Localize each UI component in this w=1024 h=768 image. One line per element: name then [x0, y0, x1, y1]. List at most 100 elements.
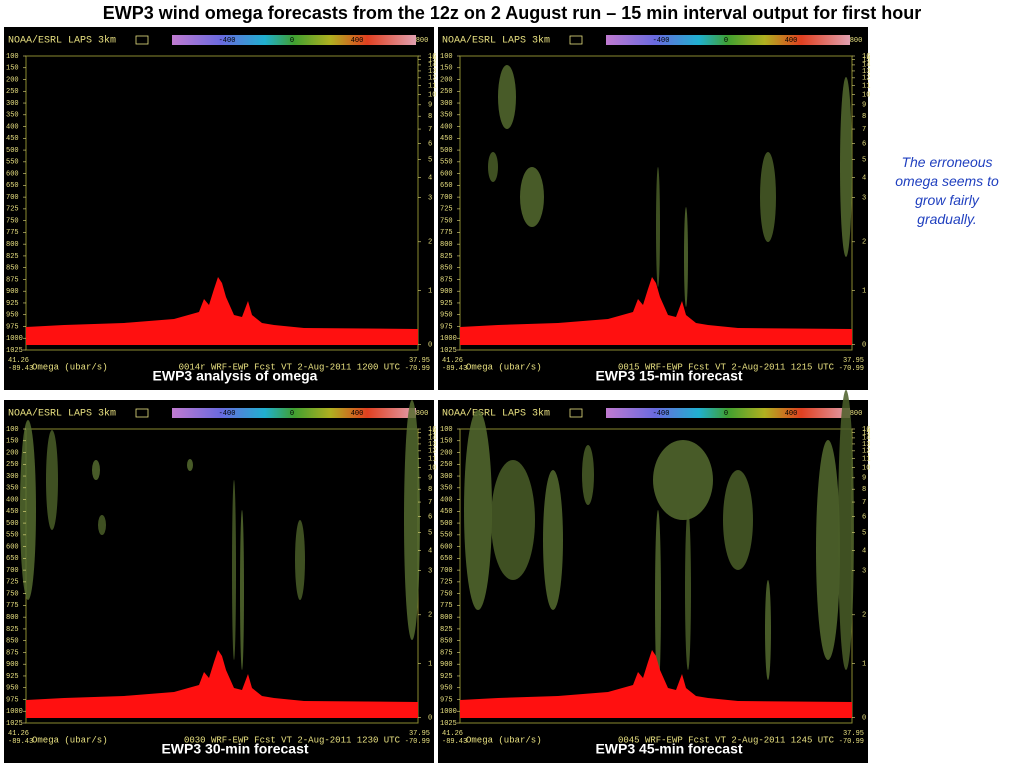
omega-plume: [187, 459, 193, 471]
omega-plume: [816, 440, 840, 660]
height-label: 16: [862, 53, 870, 61]
height-label: 11: [862, 83, 870, 91]
pressure-label: 800: [6, 614, 19, 622]
height-label: 3: [428, 567, 432, 575]
colorbar-label: -800: [588, 37, 605, 45]
panel: NOAA/ESRL LAPS 3km -800 -400 0 400 8001001502…: [438, 390, 870, 763]
variable: Omega (ubar/s): [466, 735, 542, 745]
pressure-label: 725: [440, 206, 453, 214]
height-label: 6: [428, 140, 432, 148]
pressure-label: 150: [440, 438, 453, 446]
colorbar-label: -400: [219, 37, 236, 45]
omega-plume: [491, 460, 535, 580]
pressure-label: 875: [440, 276, 453, 284]
omega-plume: [498, 65, 516, 129]
source-label: NOAA/ESRL LAPS 3km: [442, 408, 550, 420]
height-label: 15: [428, 57, 436, 65]
pressure-label: 750: [440, 217, 453, 225]
pressure-label: 450: [6, 508, 19, 516]
variable: Omega (ubar/s): [32, 735, 108, 745]
colorbar-label: 0: [724, 37, 728, 45]
lat: 41.26: [442, 357, 463, 365]
height-label: 6: [862, 513, 866, 521]
pressure-label: 550: [6, 532, 19, 540]
pressure-label: 500: [440, 147, 453, 155]
source-label: NOAA/ESRL LAPS 3km: [8, 408, 116, 420]
height-label: 16: [428, 426, 436, 434]
colorbar-swatch: [135, 35, 149, 45]
height-label: 8: [428, 486, 432, 494]
pressure-label: 850: [6, 265, 19, 273]
pressure-label: 775: [6, 602, 19, 610]
pressure-label: 250: [440, 461, 453, 469]
pressure-label: 975: [440, 696, 453, 704]
panel-caption: EWP3 45-min forecast: [595, 741, 742, 757]
panel: NOAA/ESRL LAPS 3km -800 -400 0 400 8001001502…: [438, 27, 870, 390]
pressure-label: 900: [440, 288, 453, 296]
pressure-label: 825: [440, 253, 453, 261]
lon: -89.43: [442, 365, 467, 373]
pressure-label: 400: [440, 123, 453, 131]
colorbar-swatch: [569, 408, 583, 418]
height-label: 3: [428, 194, 432, 202]
panel-caption: EWP3 15-min forecast: [595, 368, 742, 384]
lat: 41.26: [8, 357, 29, 365]
pressure-label: 100: [440, 53, 453, 61]
pressure-label: 350: [440, 112, 453, 120]
pressure-label: 800: [6, 241, 19, 249]
pressure-label: 900: [6, 288, 19, 296]
height-label: 9: [862, 475, 866, 483]
lon: -89.43: [8, 738, 33, 746]
pressure-label: 300: [440, 473, 453, 481]
height-label: 14: [862, 62, 870, 70]
run-label: 0045 WRF-EWP Fcst VT 2-Aug-2011 1245 UTC: [618, 735, 835, 745]
height-label: 12: [862, 448, 870, 456]
pressure-label: 1025: [440, 347, 457, 355]
omega-plume: [723, 470, 753, 570]
pressure-label: 1025: [440, 720, 457, 728]
pressure-label: 150: [440, 65, 453, 73]
height-label: 2: [428, 612, 432, 620]
pressure-label: 925: [440, 300, 453, 308]
omega-plume: [760, 152, 776, 242]
height-label: 10: [862, 92, 870, 100]
height-label: 5: [862, 529, 866, 537]
pressure-label: 775: [440, 602, 453, 610]
lat: 37.95: [843, 730, 864, 738]
height-label: 8: [428, 113, 432, 121]
pressure-label: 825: [440, 626, 453, 634]
lon: -89.43: [442, 738, 467, 746]
omega-plume: [295, 520, 305, 600]
pressure-label: 200: [6, 449, 19, 457]
omega-surface-band: [26, 277, 418, 345]
pressure-label: 700: [440, 194, 453, 202]
omega-surface-band: [460, 277, 852, 345]
colorbar-swatch: [569, 35, 583, 45]
height-label: 6: [862, 140, 866, 148]
omega-plume: [520, 167, 544, 227]
height-label: 4: [428, 174, 432, 182]
pressure-label: 700: [440, 567, 453, 575]
height-label: 8: [862, 113, 866, 121]
height-label: 0: [862, 341, 866, 349]
pressure-label: 975: [440, 323, 453, 331]
height-label: 1: [428, 287, 432, 295]
omega-plume: [240, 510, 244, 670]
lat: 37.95: [843, 357, 864, 365]
height-label: 15: [862, 57, 870, 65]
height-label: 5: [428, 529, 432, 537]
source-label: NOAA/ESRL LAPS 3km: [442, 35, 550, 47]
pressure-label: 550: [6, 159, 19, 167]
pressure-label: 850: [440, 638, 453, 646]
variable: Omega (ubar/s): [466, 362, 542, 372]
height-label: 1: [428, 660, 432, 668]
panel: NOAA/ESRL LAPS 3km -800 -400 0 400 8001001502…: [4, 27, 436, 390]
pressure-label: 500: [6, 520, 19, 528]
pressure-label: 400: [6, 496, 19, 504]
pressure-label: 850: [6, 638, 19, 646]
omega-plume: [655, 510, 661, 690]
height-label: 4: [862, 174, 866, 182]
pressure-label: 950: [6, 312, 19, 320]
height-label: 11: [428, 83, 436, 91]
pressure-label: 775: [6, 229, 19, 237]
